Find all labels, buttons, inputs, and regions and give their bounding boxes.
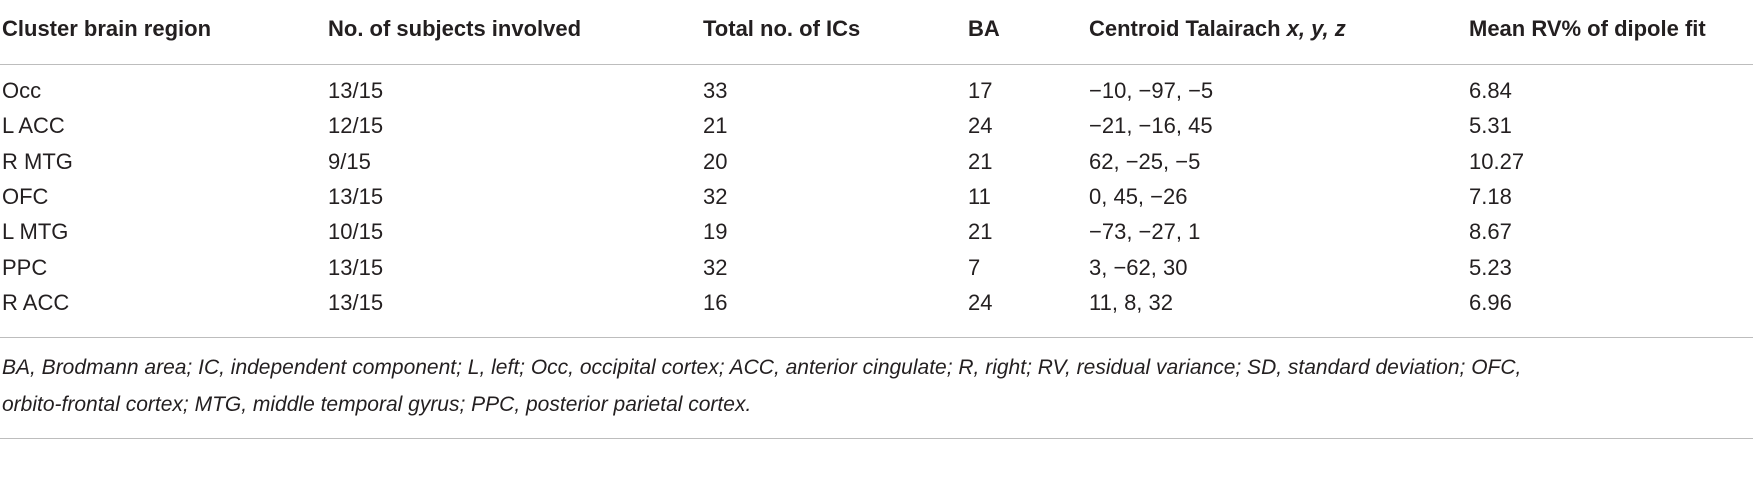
table-cell: 24 [968, 113, 993, 139]
bottom-rule [0, 438, 1753, 439]
header-text: Centroid Talairach [1089, 16, 1281, 41]
table-cell: 17 [968, 78, 993, 103]
table-cell: L ACC [2, 113, 65, 139]
table-cell: 62, −25, −5 [1089, 148, 1201, 174]
header-cell: Centroid Talairach x, y, z [1089, 16, 1346, 42]
table-cell: 32 [703, 183, 728, 209]
table-cell: −10, −97, −5 [1089, 78, 1214, 103]
table-cell: 13/15 [328, 254, 384, 280]
header-rule [0, 64, 1753, 65]
table-cell: 10.27 [1469, 148, 1525, 174]
table-cell: 13/15 [328, 289, 384, 315]
table-cell: 9/15 [328, 148, 371, 174]
table-cell: R MTG [2, 148, 73, 174]
header-cell: Mean RV% of dipole fit [1469, 16, 1706, 41]
table-cell: 11 [968, 183, 991, 209]
table-cell: PPC [2, 254, 48, 280]
table-cell: 21 [968, 219, 993, 245]
table-cell: 13/15 [328, 183, 384, 209]
table-cell: 12/15 [328, 113, 384, 139]
table-cell: −21, −16, 45 [1089, 113, 1213, 139]
table-cell: 21 [703, 113, 728, 139]
table-cell: 0, 45, −26 [1089, 183, 1188, 209]
table-cell: Occ [2, 78, 42, 103]
table-cell: R ACC [2, 289, 70, 315]
table-cell: 10/15 [328, 219, 384, 245]
table-cell: 5.31 [1469, 113, 1512, 139]
table-cell: 33 [703, 78, 728, 103]
header-coords: x, y, z [1286, 16, 1346, 41]
table-cell: 8.67 [1469, 219, 1512, 245]
table-cell: 13/15 [328, 78, 384, 103]
header-cell: No. of subjects involved [328, 16, 582, 41]
table-cell: −73, −27, 1 [1089, 219, 1201, 245]
table-cell: 3, −62, 30 [1089, 254, 1188, 280]
table-cell: 7 [968, 254, 981, 280]
table-cell: 11, 8, 32 [1089, 289, 1173, 315]
body-rule [0, 337, 1753, 338]
header-cell: BA [968, 16, 1000, 41]
table-cell: 16 [703, 289, 728, 315]
table-cell: OFC [2, 183, 49, 209]
table-cell: 32 [703, 254, 728, 280]
table-cell: 7.18 [1469, 183, 1512, 209]
table-cell: 19 [703, 219, 728, 245]
footnote-line: orbito-frontal cortex; MTG, middle tempo… [2, 393, 752, 416]
footnote-line: BA, Brodmann area; IC, independent compo… [2, 356, 1522, 379]
table-cell: 21 [968, 148, 993, 174]
table-cell: L MTG [2, 219, 69, 245]
table-cell: 6.96 [1469, 289, 1512, 315]
table-cell: 24 [968, 289, 993, 315]
table-cell: 20 [703, 148, 728, 174]
header-cell: Cluster brain region [2, 16, 212, 41]
table-cell: 5.23 [1469, 254, 1512, 280]
table-cell: 6.84 [1469, 78, 1512, 103]
header-cell: Total no. of ICs [703, 16, 861, 41]
